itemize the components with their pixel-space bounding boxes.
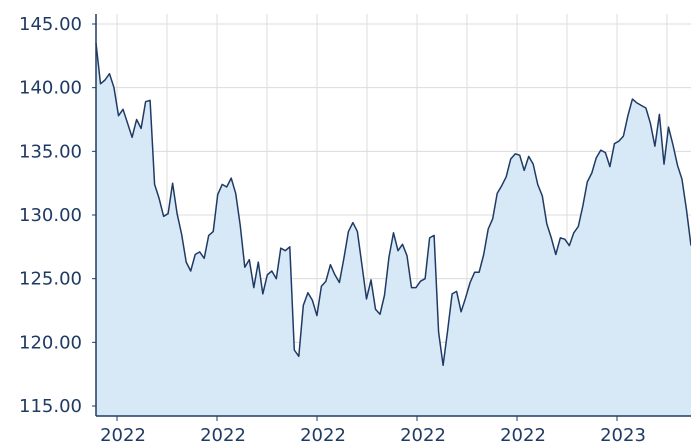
x-tick-label: 2022 [400, 425, 446, 443]
x-tick-label: 2022 [100, 425, 146, 443]
x-tick-label: 2022 [300, 425, 346, 443]
y-tick-label: 125.00 [19, 269, 82, 290]
x-tick-label: 2022 [200, 425, 246, 443]
price-area-fill [96, 43, 691, 416]
y-tick-label: 130.00 [19, 205, 82, 226]
x-axis-ticks: 2022 2022 2022 2022 2022 2023 [100, 416, 646, 443]
y-tick-label: 135.00 [19, 141, 82, 162]
y-tick-label: 140.00 [19, 78, 82, 99]
y-tick-label: 145.00 [19, 14, 82, 35]
y-tick-label: 120.00 [19, 332, 82, 353]
x-tick-label: 2022 [500, 425, 546, 443]
y-axis-ticks: 115.00 120.00 125.00 130.00 135.00 140.00 145.… [19, 14, 96, 417]
y-tick-label: 115.00 [19, 396, 82, 417]
x-tick-label: 2023 [600, 425, 646, 443]
